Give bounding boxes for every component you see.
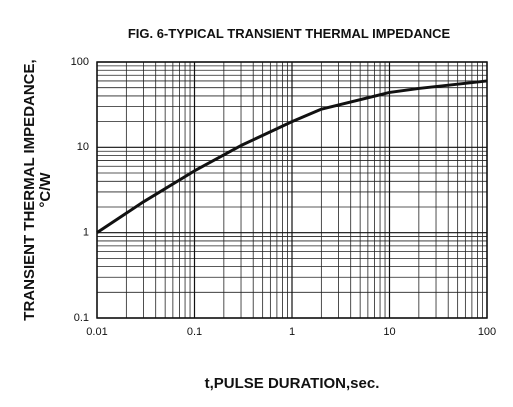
y-tick-label: 10 bbox=[77, 141, 89, 153]
chart-title: FIG. 6-TYPICAL TRANSIENT THERMAL IMPEDAN… bbox=[128, 26, 451, 41]
plot-frame bbox=[96, 61, 488, 319]
y-tick-label: 0.1 bbox=[74, 312, 89, 324]
x-axis-label: t,PULSE DURATION,sec. bbox=[205, 375, 380, 392]
x-tick-label: 100 bbox=[478, 326, 496, 338]
y-axis-label-line: °C/W bbox=[37, 172, 54, 208]
y-axis-label-line: TRANSIENT THERMAL IMPEDANCE, bbox=[21, 59, 38, 320]
y-axis-label: TRANSIENT THERMAL IMPEDANCE, °C/W bbox=[21, 59, 54, 320]
curve bbox=[96, 79, 488, 234]
x-tick-label: 1 bbox=[289, 326, 295, 338]
y-tick-label: 1 bbox=[83, 227, 89, 239]
x-tick-label: 0.01 bbox=[86, 326, 107, 338]
y-tick-label: 100 bbox=[71, 56, 89, 68]
x-tick-label: 10 bbox=[383, 326, 395, 338]
x-tick-label: 0.1 bbox=[187, 326, 202, 338]
